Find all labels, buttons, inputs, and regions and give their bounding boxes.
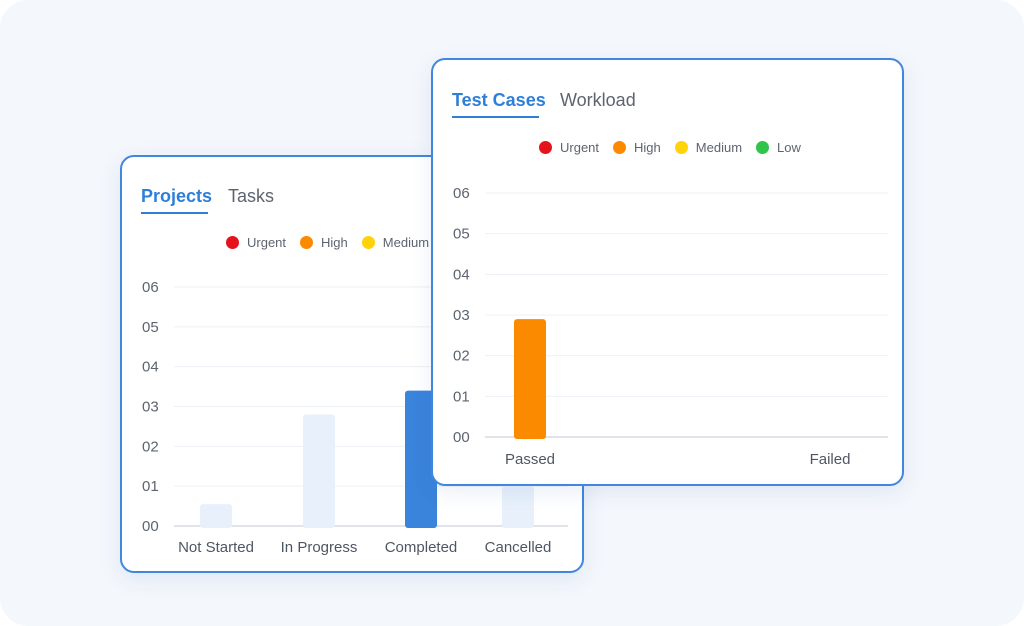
bar-in-progress[interactable] (303, 414, 335, 528)
y-tick-label: 02 (453, 348, 470, 365)
tab-workload[interactable]: Workload (560, 90, 636, 110)
legend-dot-urgent (226, 236, 239, 249)
legend-item-high[interactable]: High (300, 235, 348, 250)
bar-passed[interactable] (514, 319, 546, 439)
legend-label: Urgent (247, 235, 287, 250)
x-category-label: Failed (810, 451, 851, 468)
y-tick-label: 04 (142, 359, 159, 376)
test-cases-bar-chart: 00 01 02 03 04 05 06 Passed Failed (453, 185, 888, 468)
y-tick-label: 03 (142, 399, 159, 416)
x-category-label: Completed (385, 539, 458, 556)
legend-dot-medium (674, 141, 688, 154)
tab-test-cases-underline (452, 116, 539, 118)
legend-item-urgent[interactable]: Urgent (539, 140, 599, 155)
legend-label: Urgent (560, 140, 600, 155)
bar-cancelled[interactable] (502, 486, 534, 528)
y-tick-label: 00 (142, 518, 159, 535)
tab-test-cases[interactable]: Test Cases (452, 90, 546, 110)
legend-item-urgent[interactable]: Urgent (226, 235, 286, 250)
y-tick-label: 03 (453, 307, 470, 324)
x-category-label: Not Started (178, 539, 254, 556)
legend-item-high[interactable]: High (613, 140, 661, 155)
legend-item-low[interactable]: Low (756, 140, 801, 155)
legend-label: Low (777, 140, 801, 155)
legend-label: High (634, 140, 661, 155)
y-tick-label: 06 (453, 185, 470, 202)
legend-label: High (321, 235, 348, 250)
y-tick-label: 04 (453, 266, 470, 283)
bar-completed[interactable] (405, 390, 437, 528)
test-cases-legend: Urgent High Medium Low (539, 140, 815, 155)
legend-item-medium[interactable]: Medium (361, 235, 430, 250)
y-tick-label: 00 (453, 429, 470, 446)
legend-dot-urgent (539, 141, 552, 154)
legend-dot-high (300, 236, 314, 249)
legend-label: Medium (695, 140, 743, 155)
y-tick-label: 05 (453, 226, 470, 243)
tab-tasks[interactable]: Tasks (228, 186, 275, 206)
y-tick-label: 01 (142, 478, 159, 495)
x-category-label: Passed (505, 451, 555, 468)
tab-projects[interactable]: Projects (141, 186, 213, 206)
legend-item-medium[interactable]: Medium (674, 140, 743, 155)
y-tick-label: 01 (453, 388, 470, 405)
test-cases-chart-card: Test Cases Workload Urgent High Medium L… (431, 58, 904, 486)
x-category-label: In Progress (281, 539, 358, 556)
y-tick-label: 02 (142, 438, 159, 455)
legend-dot-high (613, 141, 627, 154)
y-tick-label: 06 (142, 279, 159, 296)
y-tick-label: 05 (142, 319, 159, 336)
tab-projects-underline (141, 212, 208, 214)
bar-not-started[interactable] (200, 504, 232, 528)
x-category-label: Cancelled (485, 539, 552, 556)
legend-dot-low (756, 141, 770, 154)
legend-dot-medium (361, 236, 375, 249)
legend-label: Medium (382, 235, 430, 250)
projects-legend: Urgent High Medium (226, 235, 443, 250)
